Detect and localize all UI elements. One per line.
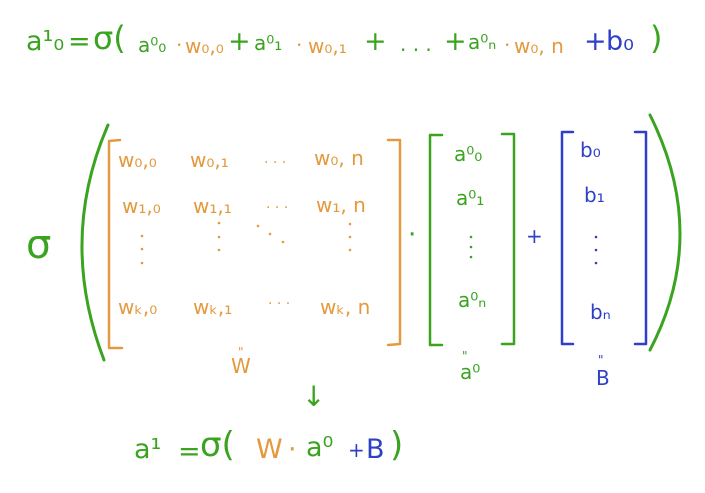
top-term3-weight: w₀, n xyxy=(514,34,564,58)
top-term3-activation: a⁰ₙ xyxy=(468,30,497,54)
weight-row1-dots: · · · xyxy=(266,200,289,216)
weights-right-bracket xyxy=(386,138,402,347)
weight-k-0: wₖ,₀ xyxy=(118,295,158,319)
activation-1: a⁰₁ xyxy=(456,186,485,210)
bottom-plus: + xyxy=(348,438,365,462)
weight-k-n: wₖ, n xyxy=(320,295,371,319)
top-close-paren: ) xyxy=(650,19,663,57)
bottom-bias: B xyxy=(366,434,385,465)
bias-right-bracket xyxy=(633,130,648,346)
activations-right-bracket xyxy=(500,132,516,346)
top-plus-1: + xyxy=(228,26,251,57)
bias-n: bₙ xyxy=(590,300,611,324)
top-bias: b₀ xyxy=(606,26,634,57)
activations-label: a⁰ xyxy=(460,360,481,384)
weight-k-1: wₖ,₁ xyxy=(193,295,233,319)
bottom-equals: = xyxy=(178,436,201,467)
activations-left-bracket xyxy=(428,133,444,347)
top-term2-activation: a⁰₁ xyxy=(254,31,283,55)
bias-vertical-dots xyxy=(594,235,598,265)
top-plus-3: + xyxy=(444,26,467,57)
bias-0: b₀ xyxy=(580,138,601,162)
outer-left-paren xyxy=(80,123,110,362)
bias-equals-mark: " xyxy=(598,353,604,367)
weights-equals-mark: " xyxy=(238,345,244,359)
top-sigma: σ( xyxy=(93,19,126,57)
top-lhs: a¹₀ xyxy=(26,26,65,57)
top-plus-4: + xyxy=(584,26,607,57)
bias-left-bracket xyxy=(560,130,575,346)
bottom-sigma: σ( xyxy=(200,425,235,465)
bottom-lhs: a¹ xyxy=(134,434,162,465)
bottom-weights: W xyxy=(256,434,283,465)
matrix-plus-operator: + xyxy=(526,224,543,248)
bottom-close-paren: ) xyxy=(390,425,404,465)
matrix-sigma: σ xyxy=(26,222,52,268)
weights-left-bracket xyxy=(107,138,124,350)
bottom-dot: · xyxy=(288,434,297,465)
top-equals: = xyxy=(68,26,91,57)
top-term3-dot: · xyxy=(504,33,511,57)
bias-1: b₁ xyxy=(584,183,605,207)
down-arrow-icon: ↓ xyxy=(302,380,326,413)
weight-1-n: w₁, n xyxy=(316,193,366,217)
top-term1-weight: w₀,₀ xyxy=(185,34,224,58)
outer-right-paren xyxy=(648,113,682,352)
weight-1-1: w₁,₁ xyxy=(193,194,232,218)
top-term2-dot: · xyxy=(296,33,303,57)
top-plus-2: + xyxy=(364,26,387,57)
bias-label: B xyxy=(596,366,610,390)
top-ellipsis: . . . xyxy=(400,32,432,56)
matrix-dot-operator: · xyxy=(408,220,417,250)
bottom-activations: a⁰ xyxy=(306,432,334,463)
top-term1-activation: a⁰₀ xyxy=(138,33,167,57)
weights-vertical-dots xyxy=(140,221,352,265)
activation-0: a⁰₀ xyxy=(454,142,483,166)
activations-equals-mark: " xyxy=(462,349,468,363)
activation-n: a⁰ₙ xyxy=(458,288,487,312)
weights-label: W xyxy=(231,354,251,378)
weight-1-0: w₁,₀ xyxy=(122,194,161,218)
weight-0-0: w₀,₀ xyxy=(118,148,157,172)
weight-0-n: w₀, n xyxy=(314,146,364,170)
top-term1-dot: · xyxy=(176,33,183,57)
weight-row0-dots: · · · xyxy=(264,155,287,171)
activations-vertical-dots xyxy=(469,235,473,259)
top-term2-weight: w₀,₁ xyxy=(308,34,347,58)
weight-0-1: w₀,₁ xyxy=(190,148,229,172)
weight-rowk-dots: · · · xyxy=(268,296,291,312)
